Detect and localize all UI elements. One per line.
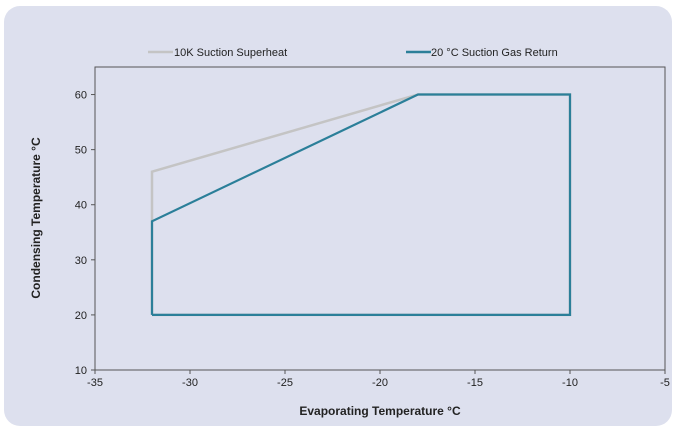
x-tick-label: -20 [372, 377, 388, 389]
y-axis-title: Condensing Temperature °C [29, 137, 43, 299]
y-tick-label: 10 [75, 365, 87, 377]
y-tick-label: 20 [75, 310, 87, 322]
x-tick-label: -5 [660, 377, 670, 389]
x-tick-label: -30 [182, 377, 198, 389]
x-tick-label: -15 [467, 377, 483, 389]
series-line-2 [150, 93, 572, 316]
y-tick-label: 40 [75, 200, 87, 212]
y-tick-label: 50 [75, 145, 87, 157]
x-tick-label: -10 [562, 377, 578, 389]
x-axis-title: Evaporating Temperature °C [299, 404, 461, 418]
y-tick-label: 60 [75, 90, 87, 102]
x-tick-label: -35 [87, 377, 103, 389]
y-tick-label: 30 [75, 255, 87, 267]
legend-label-2: 20 °C Suction Gas Return [431, 47, 558, 59]
chart-panel [4, 6, 672, 426]
x-tick-label: -25 [277, 377, 293, 389]
legend-label-1: 10K Suction Superheat [174, 47, 287, 59]
series-line-1 [150, 93, 572, 317]
